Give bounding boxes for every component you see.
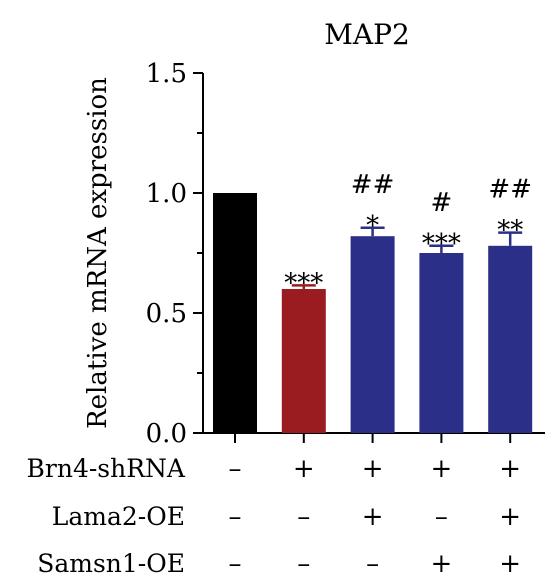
condition-symbol: + <box>499 454 521 484</box>
condition-label: Samsn1-OE <box>37 549 185 578</box>
condition-symbol: – <box>366 549 379 579</box>
y-tick-label: 0.5 <box>146 299 187 329</box>
condition-symbol: + <box>499 549 521 579</box>
significance-mark: *** <box>422 229 461 259</box>
condition-symbol: + <box>431 454 453 484</box>
y-tick-label: 1.0 <box>146 179 187 209</box>
condition-symbol: + <box>431 549 453 579</box>
bar <box>488 245 533 433</box>
condition-symbol: – <box>229 549 242 579</box>
condition-symbol: – <box>435 502 448 532</box>
condition-symbol: + <box>499 502 521 532</box>
significance-mark: # <box>431 188 453 218</box>
chart-title: MAP2 <box>324 18 410 51</box>
condition-label: Lama2-OE <box>52 502 185 531</box>
condition-symbol: – <box>297 549 310 579</box>
y-tick-label: 1.5 <box>146 59 187 89</box>
significance-mark: * <box>366 211 379 241</box>
condition-symbol: + <box>293 454 315 484</box>
bar <box>281 289 326 433</box>
condition-label: Brn4-shRNA <box>27 454 186 483</box>
significance-mark: ** <box>497 216 523 246</box>
y-axis-label: Relative mRNA expression <box>83 77 113 429</box>
condition-symbol: – <box>229 502 242 532</box>
significance-mark: ## <box>488 175 532 205</box>
y-tick-label: 0.0 <box>146 419 187 449</box>
bar <box>213 193 257 433</box>
bar <box>419 253 464 433</box>
condition-symbol: + <box>362 454 384 484</box>
significance-mark: *** <box>284 268 323 298</box>
bar <box>350 236 395 433</box>
condition-symbol: – <box>297 502 310 532</box>
significance-mark: ## <box>351 170 395 200</box>
condition-symbol: – <box>229 454 242 484</box>
bars: ****##***#**## <box>213 170 533 433</box>
axes: 0.0 0.5 1.0 1.5 <box>146 59 545 449</box>
condition-table: Brn4-shRNA – + + + + Lama2-OE – – + – + Samsn1-OE – – –… <box>27 454 522 579</box>
condition-symbol: + <box>362 502 384 532</box>
